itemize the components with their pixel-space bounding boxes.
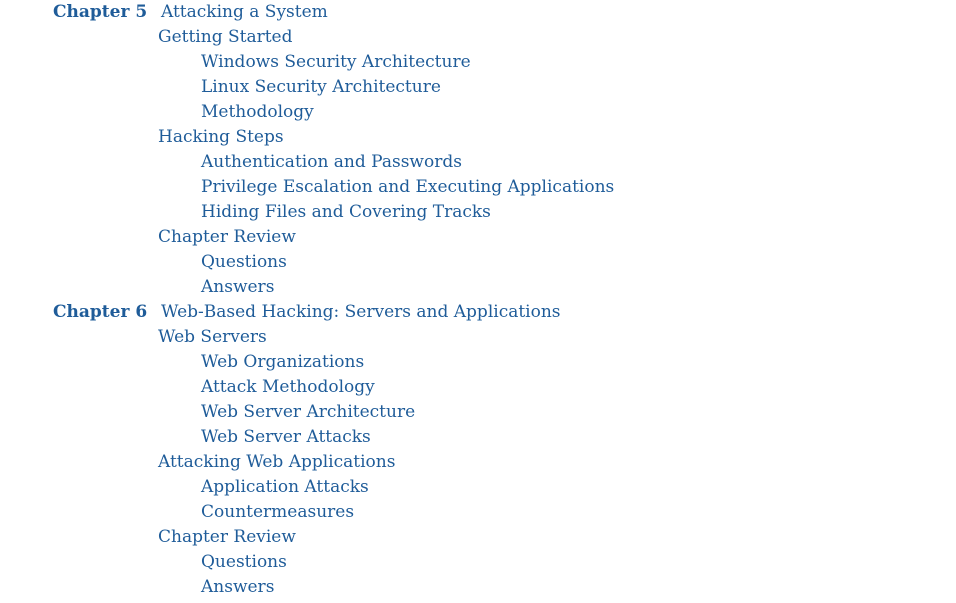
section-link-chapter-review[interactable]: Chapter Review bbox=[158, 227, 296, 247]
section-link-chapter-review[interactable]: Chapter Review bbox=[158, 527, 296, 547]
subsection-link[interactable]: Authentication and Passwords bbox=[201, 152, 462, 172]
section-row: Chapter Review bbox=[0, 225, 956, 250]
subsection-link[interactable]: Windows Security Architecture bbox=[201, 52, 471, 72]
subsection-row: Methodology bbox=[0, 100, 956, 125]
subsection-link[interactable]: Answers bbox=[201, 577, 275, 597]
subsection-row: Questions bbox=[0, 250, 956, 275]
subsection-row: Answers bbox=[0, 275, 956, 300]
subsection-row: Countermeasures bbox=[0, 500, 956, 525]
chapter-number: Chapter 5 bbox=[53, 2, 148, 22]
subsection-row: Linux Security Architecture bbox=[0, 75, 956, 100]
section-row: Chapter Review bbox=[0, 525, 956, 550]
subsection-row: Web Organizations bbox=[0, 350, 956, 375]
section-link-hacking-steps[interactable]: Hacking Steps bbox=[158, 127, 284, 147]
subsection-link[interactable]: Attack Methodology bbox=[201, 377, 375, 397]
subsection-link[interactable]: Methodology bbox=[201, 102, 314, 122]
subsection-link[interactable]: Application Attacks bbox=[201, 477, 369, 497]
section-link-attacking-web-applications[interactable]: Attacking Web Applications bbox=[158, 452, 396, 472]
subsection-row: Web Server Architecture bbox=[0, 400, 956, 425]
subsection-link[interactable]: Questions bbox=[201, 252, 287, 272]
subsection-link[interactable]: Privilege Escalation and Executing Appli… bbox=[201, 177, 615, 197]
subsection-link[interactable]: Web Server Attacks bbox=[201, 427, 371, 447]
subsection-row: Authentication and Passwords bbox=[0, 150, 956, 175]
section-row: Hacking Steps bbox=[0, 125, 956, 150]
section-row: Getting Started bbox=[0, 25, 956, 50]
chapter-number: Chapter 6 bbox=[53, 302, 148, 322]
subsection-row: Attack Methodology bbox=[0, 375, 956, 400]
subsection-link[interactable]: Answers bbox=[201, 277, 275, 297]
chapter-5-title-link[interactable]: Attacking a System bbox=[161, 2, 328, 22]
chapter-6-title-link[interactable]: Web-Based Hacking: Servers and Applicati… bbox=[161, 302, 561, 322]
section-row: Attacking Web Applications bbox=[0, 450, 956, 475]
subsection-row: Answers bbox=[0, 575, 956, 600]
subsection-link[interactable]: Questions bbox=[201, 552, 287, 572]
subsection-link[interactable]: Hiding Files and Covering Tracks bbox=[201, 202, 491, 222]
subsection-row: Web Server Attacks bbox=[0, 425, 956, 450]
chapter-5-row: Chapter 5 Attacking a System bbox=[0, 0, 956, 25]
subsection-link[interactable]: Linux Security Architecture bbox=[201, 77, 441, 97]
section-link-getting-started[interactable]: Getting Started bbox=[158, 27, 293, 47]
chapter-6-row: Chapter 6 Web-Based Hacking: Servers and… bbox=[0, 300, 956, 325]
section-row: Web Servers bbox=[0, 325, 956, 350]
subsection-link[interactable]: Web Organizations bbox=[201, 352, 365, 372]
subsection-row: Hiding Files and Covering Tracks bbox=[0, 200, 956, 225]
subsection-row: Questions bbox=[0, 550, 956, 575]
section-link-web-servers[interactable]: Web Servers bbox=[158, 327, 267, 347]
subsection-row: Privilege Escalation and Executing Appli… bbox=[0, 175, 956, 200]
subsection-link[interactable]: Countermeasures bbox=[201, 502, 355, 522]
subsection-row: Application Attacks bbox=[0, 475, 956, 500]
subsection-link[interactable]: Web Server Architecture bbox=[201, 402, 416, 422]
subsection-row: Windows Security Architecture bbox=[0, 50, 956, 75]
